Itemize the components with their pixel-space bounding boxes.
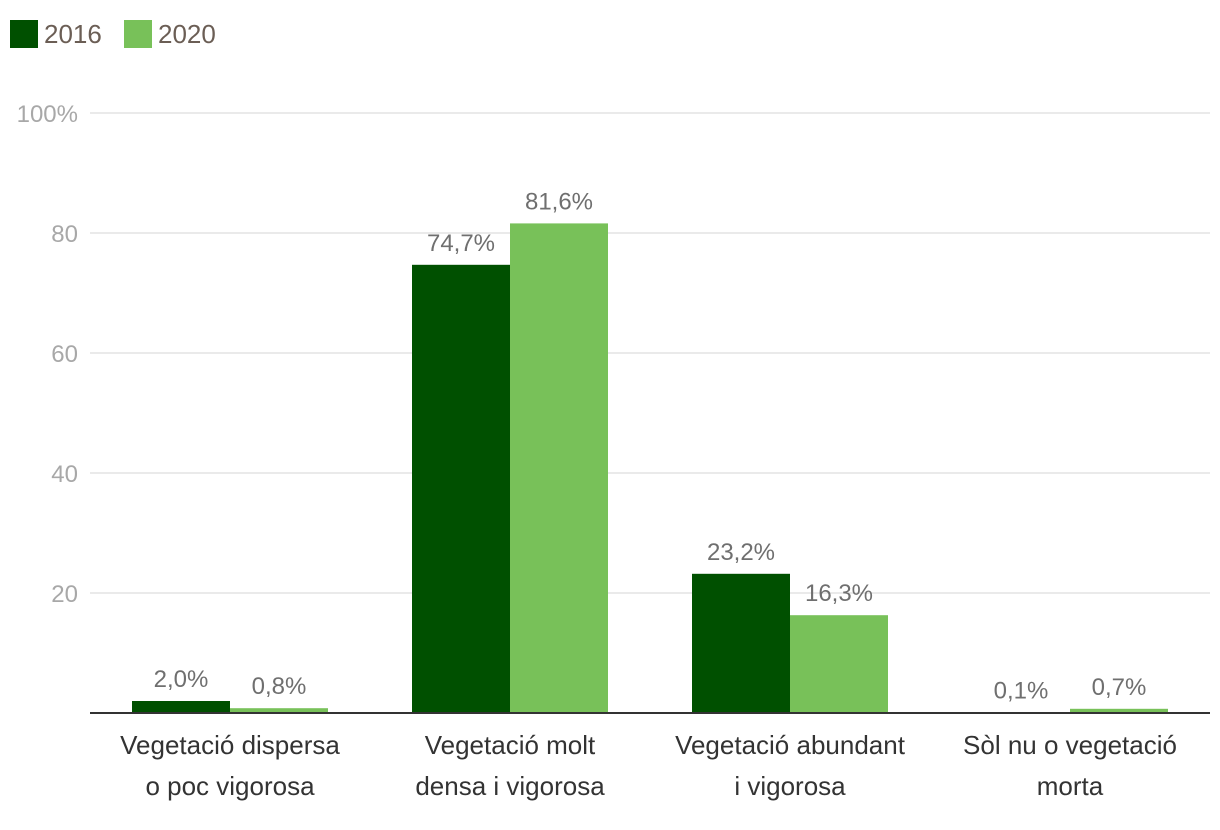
- y-tick-label-20: 20: [51, 581, 78, 608]
- y-tick-label-80: 80: [51, 221, 78, 248]
- bar-2020-2: [790, 615, 888, 713]
- y-tick-label-40: 40: [51, 461, 78, 488]
- bar-2020-0: [230, 708, 328, 713]
- y-tick-label-60: 60: [51, 341, 78, 368]
- bar-2020-1: [510, 223, 608, 713]
- x-tick-label-1-1: densa i vigorosa: [415, 771, 605, 801]
- legend-label-2016: 2016: [44, 19, 102, 49]
- x-tick-label-1-0: Vegetació molt: [425, 730, 596, 760]
- legend-swatch-2020: [124, 20, 152, 48]
- x-axis: Vegetació dispersa o poc vigorosa Vegetaci…: [90, 712, 1210, 801]
- data-labels: 2,0% 0,8% 74,7% 81,6% 23,2% 16,3% 0,1% 0,7%: [154, 188, 1147, 704]
- bar-2016-0: [132, 701, 230, 713]
- data-label-2016-2: 23,2%: [707, 539, 775, 566]
- x-tick-label-2-1: i vigorosa: [734, 771, 846, 801]
- x-tick-label-2-0: Vegetació abundant: [675, 730, 906, 760]
- bar-2016-2: [692, 573, 790, 713]
- bar-2016-1: [412, 264, 510, 713]
- data-label-2016-1: 74,7%: [427, 230, 495, 257]
- data-label-2020-3: 0,7%: [1092, 674, 1147, 701]
- gridlines: [90, 112, 1210, 594]
- x-tick-label-0-0: Vegetació dispersa: [120, 730, 340, 760]
- x-tick-label-3-0: Sòl nu o vegetació: [963, 730, 1177, 760]
- x-tick-label-3-1: morta: [1037, 771, 1104, 801]
- data-label-2016-3: 0,1%: [994, 677, 1049, 704]
- legend-label-2020: 2020: [158, 19, 216, 49]
- legend-swatch-2016: [10, 20, 38, 48]
- data-label-2020-1: 81,6%: [525, 188, 593, 215]
- data-label-2020-2: 16,3%: [805, 580, 873, 607]
- legend: 2016 2020: [10, 19, 216, 49]
- bar-2020-3: [1070, 708, 1168, 713]
- data-label-2016-0: 2,0%: [154, 666, 209, 693]
- y-axis-ticks: 20 40 60 80 100%: [17, 101, 78, 608]
- bars: [132, 223, 1168, 713]
- x-tick-label-0-1: o poc vigorosa: [145, 771, 315, 801]
- y-tick-label-100: 100%: [17, 101, 78, 128]
- data-label-2020-0: 0,8%: [252, 673, 307, 700]
